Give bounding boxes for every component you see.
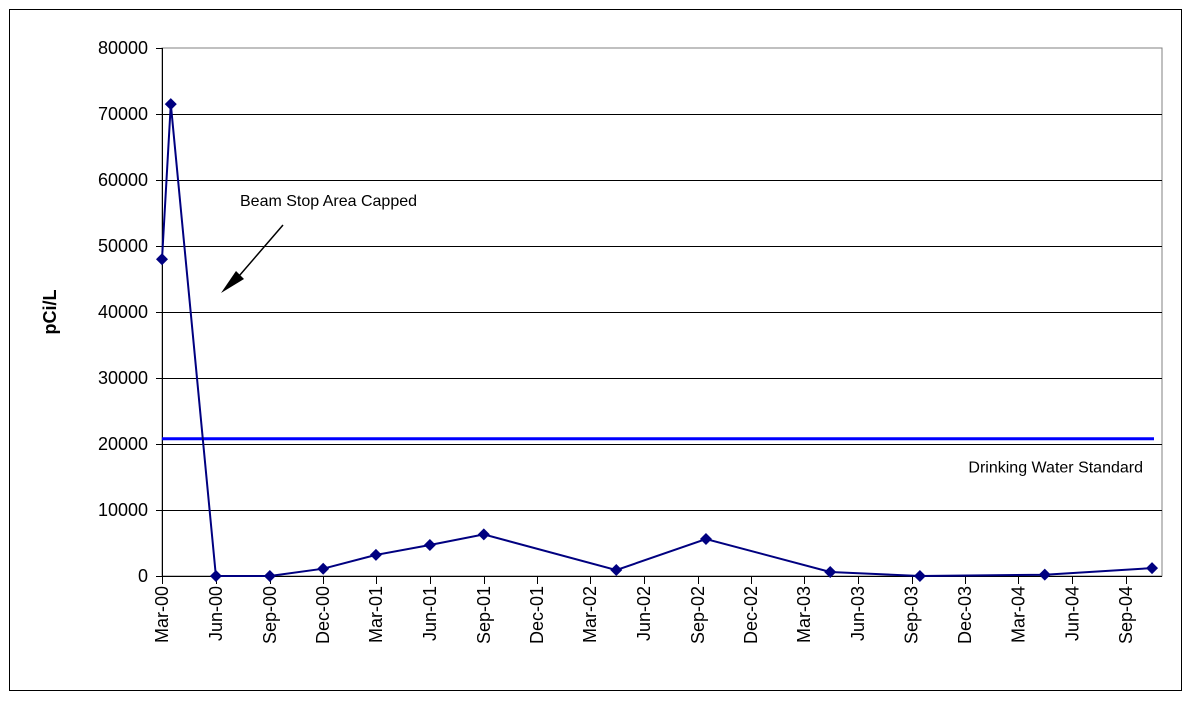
axis-layer: 0 10000 20000 30000 40000 50000 60000 70000 8000…	[98, 38, 1162, 644]
y-tick-label: 70000	[98, 104, 148, 124]
annotation-layer: Beam Stop Area Capped	[221, 193, 417, 293]
x-tick-label: Mar-01	[366, 586, 386, 643]
annotation-text: Beam Stop Area Capped	[240, 193, 417, 210]
x-tick-label: Dec-03	[955, 586, 975, 644]
data-point-marker	[1038, 568, 1051, 581]
data-point-marker	[824, 566, 837, 579]
reference-line-layer: Drinking Water Standard	[162, 437, 1154, 477]
y-tick-label: 40000	[98, 302, 148, 322]
reference-line-label: Drinking Water Standard	[968, 460, 1143, 477]
x-tick-label: Jun-01	[420, 586, 440, 641]
annotation-arrow-head	[221, 271, 244, 293]
x-tick-label: Sep-03	[902, 586, 922, 644]
x-tick-label: Mar-02	[580, 586, 600, 643]
x-tick-label: Jun-04	[1062, 586, 1082, 641]
data-point-marker	[477, 528, 490, 541]
data-point-marker	[699, 533, 712, 546]
data-point-marker	[369, 548, 382, 561]
x-tick-label: Jun-00	[206, 586, 226, 641]
data-point-marker	[1146, 562, 1159, 575]
x-tick-label: Sep-00	[260, 586, 280, 644]
series-line	[161, 104, 1153, 578]
x-tick-label: Mar-04	[1008, 586, 1028, 643]
x-tick-label: Dec-01	[527, 586, 547, 644]
data-point-marker	[263, 570, 276, 582]
x-tick-label: Dec-02	[741, 586, 761, 644]
data-point-marker	[209, 570, 222, 582]
data-point-marker	[164, 98, 177, 111]
annotation-arrow-line	[232, 224, 284, 284]
y-tick-label: 60000	[98, 170, 148, 190]
data-point-marker	[610, 564, 623, 577]
y-tick-label: 20000	[98, 434, 148, 454]
y-tick-label: 80000	[98, 38, 148, 58]
x-tick-label: Mar-00	[152, 586, 172, 643]
x-tick-label: Mar-03	[794, 586, 814, 643]
x-tick-label: Sep-04	[1116, 586, 1136, 644]
x-tick-label: Jun-03	[848, 586, 868, 641]
data-point-marker	[423, 538, 436, 551]
y-tick-label: 30000	[98, 368, 148, 388]
y-tick-label: 10000	[98, 500, 148, 520]
y-tick-label: 50000	[98, 236, 148, 256]
y-axis-label: pCi/L	[40, 290, 60, 335]
grid-layer	[162, 114, 1162, 511]
data-point-marker	[913, 570, 926, 582]
x-tick-label: Sep-02	[688, 586, 708, 644]
x-tick-label: Dec-00	[313, 586, 333, 644]
data-point-marker	[317, 562, 330, 575]
x-tick-label: Jun-02	[634, 586, 654, 641]
x-tick-label: Sep-01	[474, 586, 494, 644]
data-point-marker	[156, 253, 168, 266]
y-tick-label: 0	[138, 566, 148, 586]
series-layer	[156, 98, 1159, 582]
